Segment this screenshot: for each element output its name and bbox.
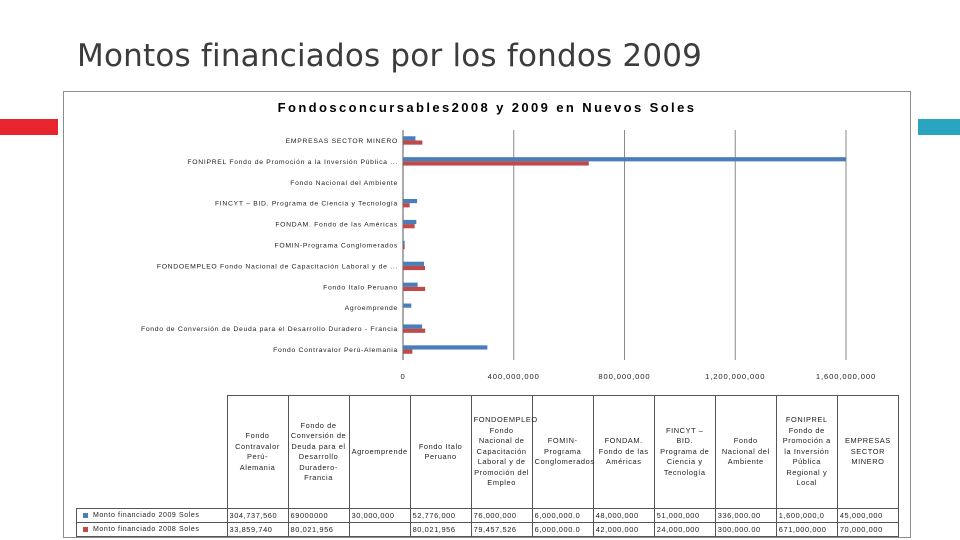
table-column-header: Fondo Nacional del Ambiente (714, 395, 777, 509)
category-label: FONDAM. Fondo de las Américas (275, 222, 398, 229)
bar (403, 240, 405, 245)
table-cell: 42,000,000 (592, 522, 655, 537)
category-label: Fondo Contravalor Perú-Alemania (273, 347, 398, 354)
table-cell: 671,000,000 (775, 522, 838, 537)
table-cell: 48,000,000 (592, 508, 655, 523)
table-cell: 80,021,956 (287, 522, 350, 537)
series-label: Monto financiado 2008 Soles (93, 526, 200, 533)
category-label: Agroemprende (345, 305, 398, 312)
bar (403, 224, 415, 229)
series-label-cell: Monto financiado 2008 Soles (76, 522, 228, 537)
category-label: FONDOEMPLEO Fondo Nacional de Capacitaci… (157, 263, 398, 270)
category-label: Fondo de Conversión de Deuda para el Des… (141, 326, 398, 333)
x-tick-label: 1,600,000,000 (816, 372, 876, 381)
table-column-header: Fondo de Conversión de Deuda para el Des… (287, 395, 350, 509)
table-column-header: FONDAM. Fondo de las Américas (592, 395, 655, 509)
table-cell: 45,000,000 (836, 508, 900, 523)
data-table: Fondo Contravalor Perú-Alemania Fondo de … (76, 395, 900, 537)
bar (403, 161, 589, 166)
x-tick-label: 800,000,000 (598, 372, 650, 381)
category-label: Fondo Nacional del Ambiente (290, 180, 398, 187)
bar (403, 303, 412, 308)
table-column-header: Agroemprende (348, 395, 411, 509)
bar (403, 328, 426, 333)
table-cell: 1,600,000,0 (775, 508, 838, 523)
table-cell: 33,859,740 (226, 522, 289, 537)
x-tick-label: 1,200,000,000 (705, 372, 765, 381)
bar (403, 324, 423, 329)
table-cell: 79,457,526 (470, 522, 533, 537)
category-label: FONIPREL Fondo de Promoción a la Inversi… (187, 159, 398, 166)
bar (403, 261, 425, 266)
chart-area: Fondosconcursables2008 y 2009 en Nuevos … (63, 91, 911, 538)
table-cell: 69000000 (287, 508, 350, 523)
table-cell: 336,000.00 (714, 508, 777, 523)
bar (403, 245, 405, 250)
bar-chart: 0 400,000,000 800,000,000 1,200,000,000 1,60… (141, 130, 876, 381)
bar (403, 265, 425, 271)
category-label: Fondo Italo Peruano (323, 284, 398, 291)
table-column-header: FINCYT – BID. Programa de Ciencia y Tecn… (653, 395, 716, 509)
table-cell: 304,737,560 (226, 508, 289, 523)
table-cell (348, 522, 411, 537)
table-column-header: FONDOEMPLEO Fondo Nacional de Capacitaci… (470, 395, 537, 509)
table-column-header: Fondo Contravalor Perú-Alemania (226, 395, 289, 509)
table-cell: 24,000,000 (653, 522, 716, 537)
table-corner (76, 395, 228, 509)
series-label: Monto financiado 2009 Soles (93, 512, 200, 519)
table-cell: 52,776,000 (409, 508, 472, 523)
bar (403, 203, 410, 208)
table-cell: 30,000,000 (348, 508, 411, 523)
x-tick-label: 0 (400, 372, 405, 381)
bar (403, 219, 417, 225)
category-label: FINCYT – BID. Programa de Ciencia y Tecn… (215, 201, 398, 208)
chart-title: Fondosconcursables2008 y 2009 en Nuevos … (277, 100, 697, 115)
table-column-header: FOMIN-Programa Conglomerados (531, 395, 594, 509)
bar (403, 198, 418, 204)
table-column-header: EMPRESAS SECTOR MINERO (836, 395, 900, 509)
table-row: Monto financiado 2009 Soles 304,737,560 69… (76, 508, 900, 523)
bar (403, 286, 426, 292)
table-column-header: Fondo Italo Peruano (409, 395, 472, 509)
legend-key (83, 512, 88, 518)
table-row: Monto financiado 2008 Soles 33,859,740 80,… (76, 522, 900, 537)
accent-bar-left (0, 119, 58, 135)
table-cell: 51,000,000 (653, 508, 716, 523)
bar (403, 345, 488, 350)
table-cell: 6,000,000.0 (531, 522, 594, 537)
accent-bar-right (918, 119, 960, 135)
bar (403, 140, 423, 145)
table-column-header: FONIPREL Fondo de Promoción a la Inversi… (775, 395, 838, 509)
slide-title: Montos financiados por los fondos 2009 (77, 38, 703, 74)
category-label: FOMIN-Programa Conglomerados (275, 243, 398, 250)
table-cell: 76,000,000 (470, 508, 533, 523)
bar (403, 282, 418, 287)
legend-key (83, 526, 88, 532)
category-label: EMPRESAS SECTOR MINERO (286, 138, 398, 145)
bar (403, 157, 846, 162)
bar (403, 136, 416, 141)
series-label-cell: Monto financiado 2009 Soles (76, 508, 228, 523)
table-cell: 80,021,956 (409, 522, 472, 537)
table-cell: 70,000,000 (836, 522, 900, 537)
table-cell: 300,000.00 (714, 522, 777, 537)
bar (403, 349, 413, 354)
table-cell: 6,000,000.0 (531, 508, 594, 523)
x-tick-label: 400,000,000 (488, 372, 540, 381)
